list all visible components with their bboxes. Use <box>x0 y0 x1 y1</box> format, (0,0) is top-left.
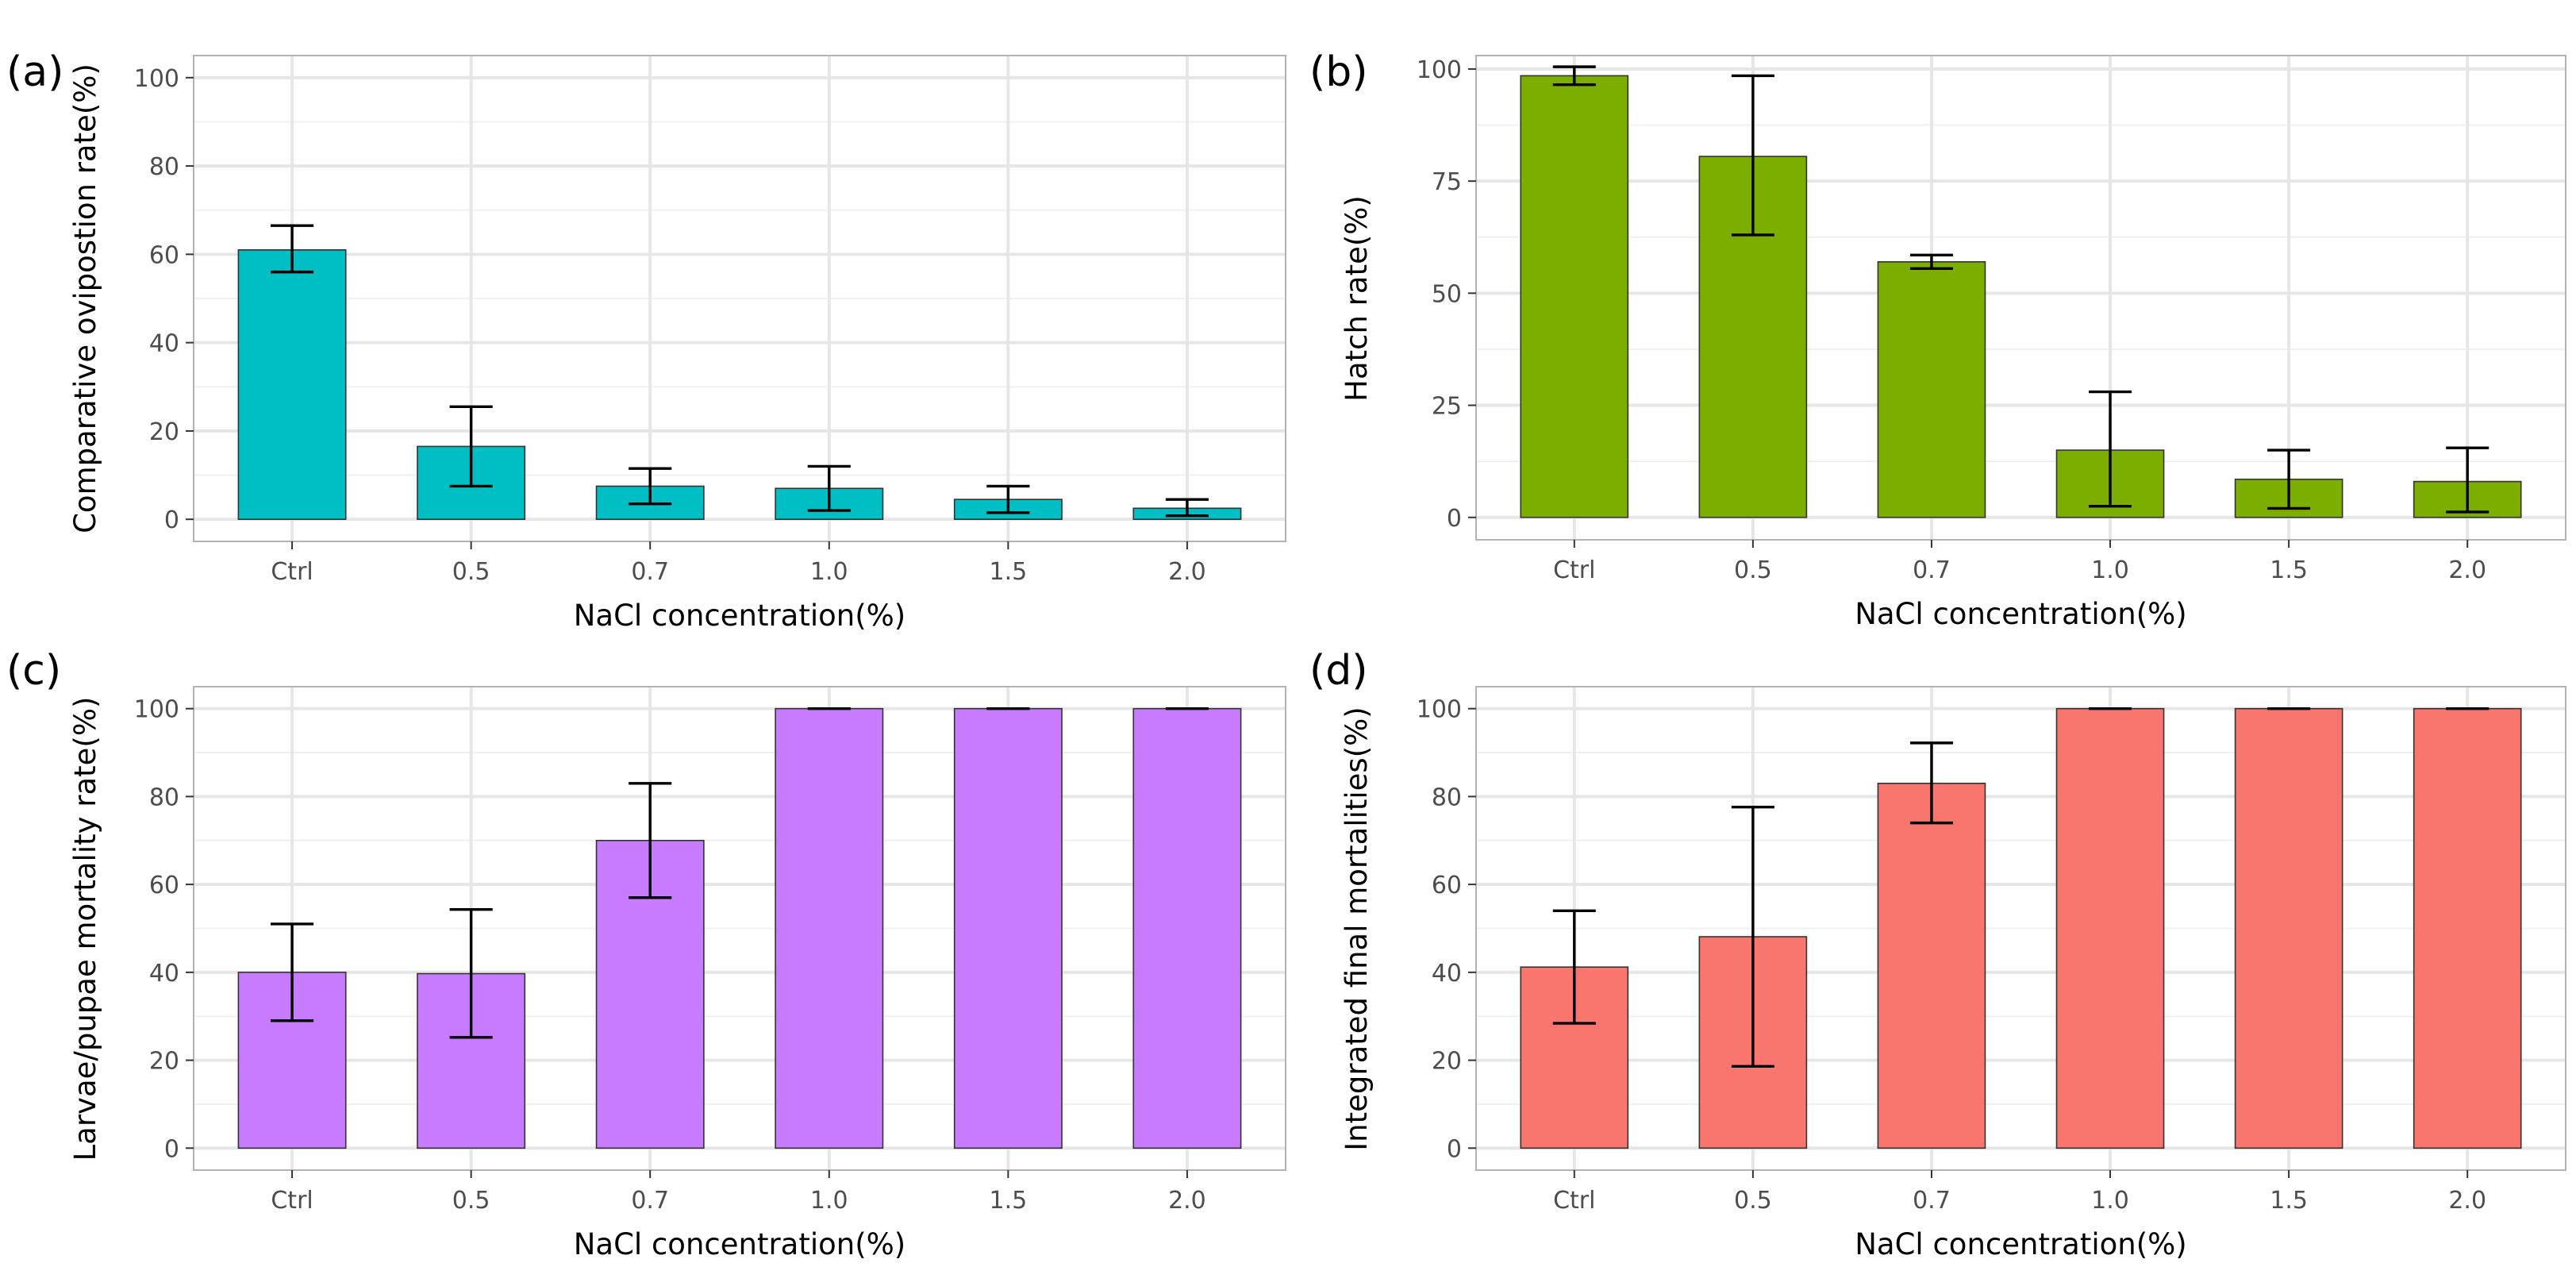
panel-b-ytick-label: 100 <box>1417 56 1462 84</box>
panel-a-ytick-label: 60 <box>149 241 179 269</box>
panel-b-xtick-label: Ctrl <box>1553 556 1595 584</box>
panel-c-x-axis-title: NaCl concentration(%) <box>574 1227 906 1261</box>
panel-c-xtick-label: Ctrl <box>271 1187 313 1215</box>
panel-c-xtick-label: 0.5 <box>452 1187 490 1215</box>
panel-b-xtick-label: 0.7 <box>1913 556 1951 584</box>
panel-a-x-axis-title: NaCl concentration(%) <box>574 599 906 633</box>
panel-b-x-axis-title: NaCl concentration(%) <box>1855 597 2187 631</box>
panel-d-bar-1.5 <box>2236 709 2343 1149</box>
panel-d-ytick-label: 0 <box>1447 1135 1462 1163</box>
panel-a: 0 20 40 60 80 100 Ctrl 0.5 0.7 1.0 1.5 2.0 NaCl conc… <box>6 48 1286 633</box>
panel-c-bar-1.5 <box>955 709 1062 1149</box>
panel-b-ytick-label: 50 <box>1432 280 1462 308</box>
panel-b-bar-Ctrl <box>1521 75 1628 517</box>
panel-a-xtick-label: 2.0 <box>1168 558 1206 586</box>
panel-b-ytick-label: 75 <box>1432 168 1462 196</box>
panel-a-xtick-label: 0.7 <box>631 558 669 586</box>
panel-d-y-axis-title: Integrated final mortalities(%) <box>1340 707 1374 1150</box>
panel-d-ytick-label: 20 <box>1432 1048 1462 1076</box>
panel-b-xtick-label: 1.5 <box>2270 556 2308 584</box>
panel-d-xtick-label: 0.7 <box>1913 1187 1951 1215</box>
panel-d-x-axis-title: NaCl concentration(%) <box>1855 1227 2187 1261</box>
panel-b-xtick-label: 2.0 <box>2448 556 2486 584</box>
panel-d-bar-0.7 <box>1878 784 1985 1149</box>
panel-a-ytick-label: 100 <box>134 65 179 93</box>
panel-c-ytick-label: 100 <box>134 696 179 724</box>
panel-d-bar-1.0 <box>2057 709 2164 1149</box>
panel-b-xtick-label: 0.5 <box>1734 556 1772 584</box>
panel-d-ytick-label: 80 <box>1432 784 1462 811</box>
panel-a-xtick-label: 0.5 <box>452 558 490 586</box>
panel-c-bar-1.0 <box>775 709 882 1149</box>
panel-d-ytick-label: 40 <box>1432 960 1462 988</box>
panel-c-label: (c) <box>6 647 61 695</box>
panel-a-bar-Ctrl <box>238 250 345 519</box>
panel-c-ytick-label: 0 <box>164 1135 179 1163</box>
panel-c-ytick-label: 60 <box>149 872 179 899</box>
panel-a-ytick-label: 80 <box>149 153 179 181</box>
panel-d-label: (d) <box>1309 647 1368 695</box>
panel-b-ytick-label: 25 <box>1432 393 1462 421</box>
panel-d-ytick-label: 100 <box>1417 696 1462 724</box>
panel-b: 0 25 50 75 100 Ctrl 0.5 0.7 1.0 1.5 2.0 NaCl concen… <box>1309 48 2566 631</box>
panel-c: 0 20 40 60 80 100 Ctrl 0.5 0.7 1.0 1.5 2.0 NaCl conc… <box>6 647 1286 1261</box>
panel-c-ytick-label: 80 <box>149 784 179 811</box>
panel-c-bar-2.0 <box>1133 709 1240 1149</box>
panel-b-xtick-label: 1.0 <box>2091 556 2129 584</box>
panel-d-xtick-label: 0.5 <box>1734 1187 1772 1215</box>
panel-b-y-axis-title: Hatch rate(%) <box>1340 195 1374 402</box>
panel-c-y-axis-title: Larvae/pupae mortality rate(%) <box>68 697 102 1161</box>
panel-a-xtick-label: Ctrl <box>271 558 313 586</box>
panel-b-border <box>1476 56 2566 540</box>
panel-d-xtick-label: 1.5 <box>2270 1187 2308 1215</box>
panel-a-xtick-label: 1.0 <box>810 558 848 586</box>
panel-d: 0 20 40 60 80 100 Ctrl 0.5 0.7 1.0 1.5 2.0 NaCl conc… <box>1309 647 2566 1261</box>
panel-c-ytick-label: 20 <box>149 1048 179 1076</box>
panel-a-ytick-label: 20 <box>149 418 179 446</box>
panel-d-xtick-label: 2.0 <box>2448 1187 2486 1215</box>
panel-d-xtick-label: Ctrl <box>1553 1187 1595 1215</box>
panel-d-xtick-label: 1.0 <box>2091 1187 2129 1215</box>
panel-c-xtick-label: 0.7 <box>631 1187 669 1215</box>
panel-a-ytick-label: 40 <box>149 330 179 358</box>
panel-c-ytick-label: 40 <box>149 960 179 988</box>
panel-a-xtick-label: 1.5 <box>990 558 1028 586</box>
panel-a-label: (a) <box>6 48 63 96</box>
panel-c-xtick-label: 1.5 <box>990 1187 1028 1215</box>
figure: 0 20 40 60 80 100 Ctrl 0.5 0.7 1.0 1.5 2.0 NaCl conc… <box>0 0 2576 1286</box>
panel-a-y-axis-title: Comparative ovipostion rate(%) <box>68 64 102 533</box>
panel-d-ytick-label: 60 <box>1432 872 1462 899</box>
panel-c-xtick-label: 1.0 <box>810 1187 848 1215</box>
panel-a-ytick-label: 0 <box>164 506 179 534</box>
panel-b-ytick-label: 0 <box>1447 505 1462 533</box>
panel-c-xtick-label: 2.0 <box>1168 1187 1206 1215</box>
panel-d-bar-2.0 <box>2414 709 2521 1149</box>
panel-b-label: (b) <box>1309 48 1368 96</box>
panel-b-bar-0.7 <box>1878 262 1985 518</box>
